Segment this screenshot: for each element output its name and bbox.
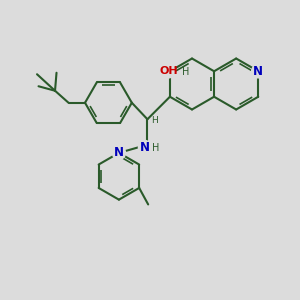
Circle shape — [162, 64, 175, 78]
Circle shape — [138, 140, 152, 154]
Text: N: N — [114, 146, 124, 159]
Text: H: H — [182, 67, 189, 77]
Circle shape — [252, 64, 265, 78]
Text: OH: OH — [159, 66, 178, 76]
Text: H: H — [152, 143, 160, 153]
Circle shape — [112, 146, 125, 159]
Text: N: N — [140, 141, 150, 154]
Text: H: H — [151, 116, 158, 125]
Text: N: N — [253, 65, 263, 78]
